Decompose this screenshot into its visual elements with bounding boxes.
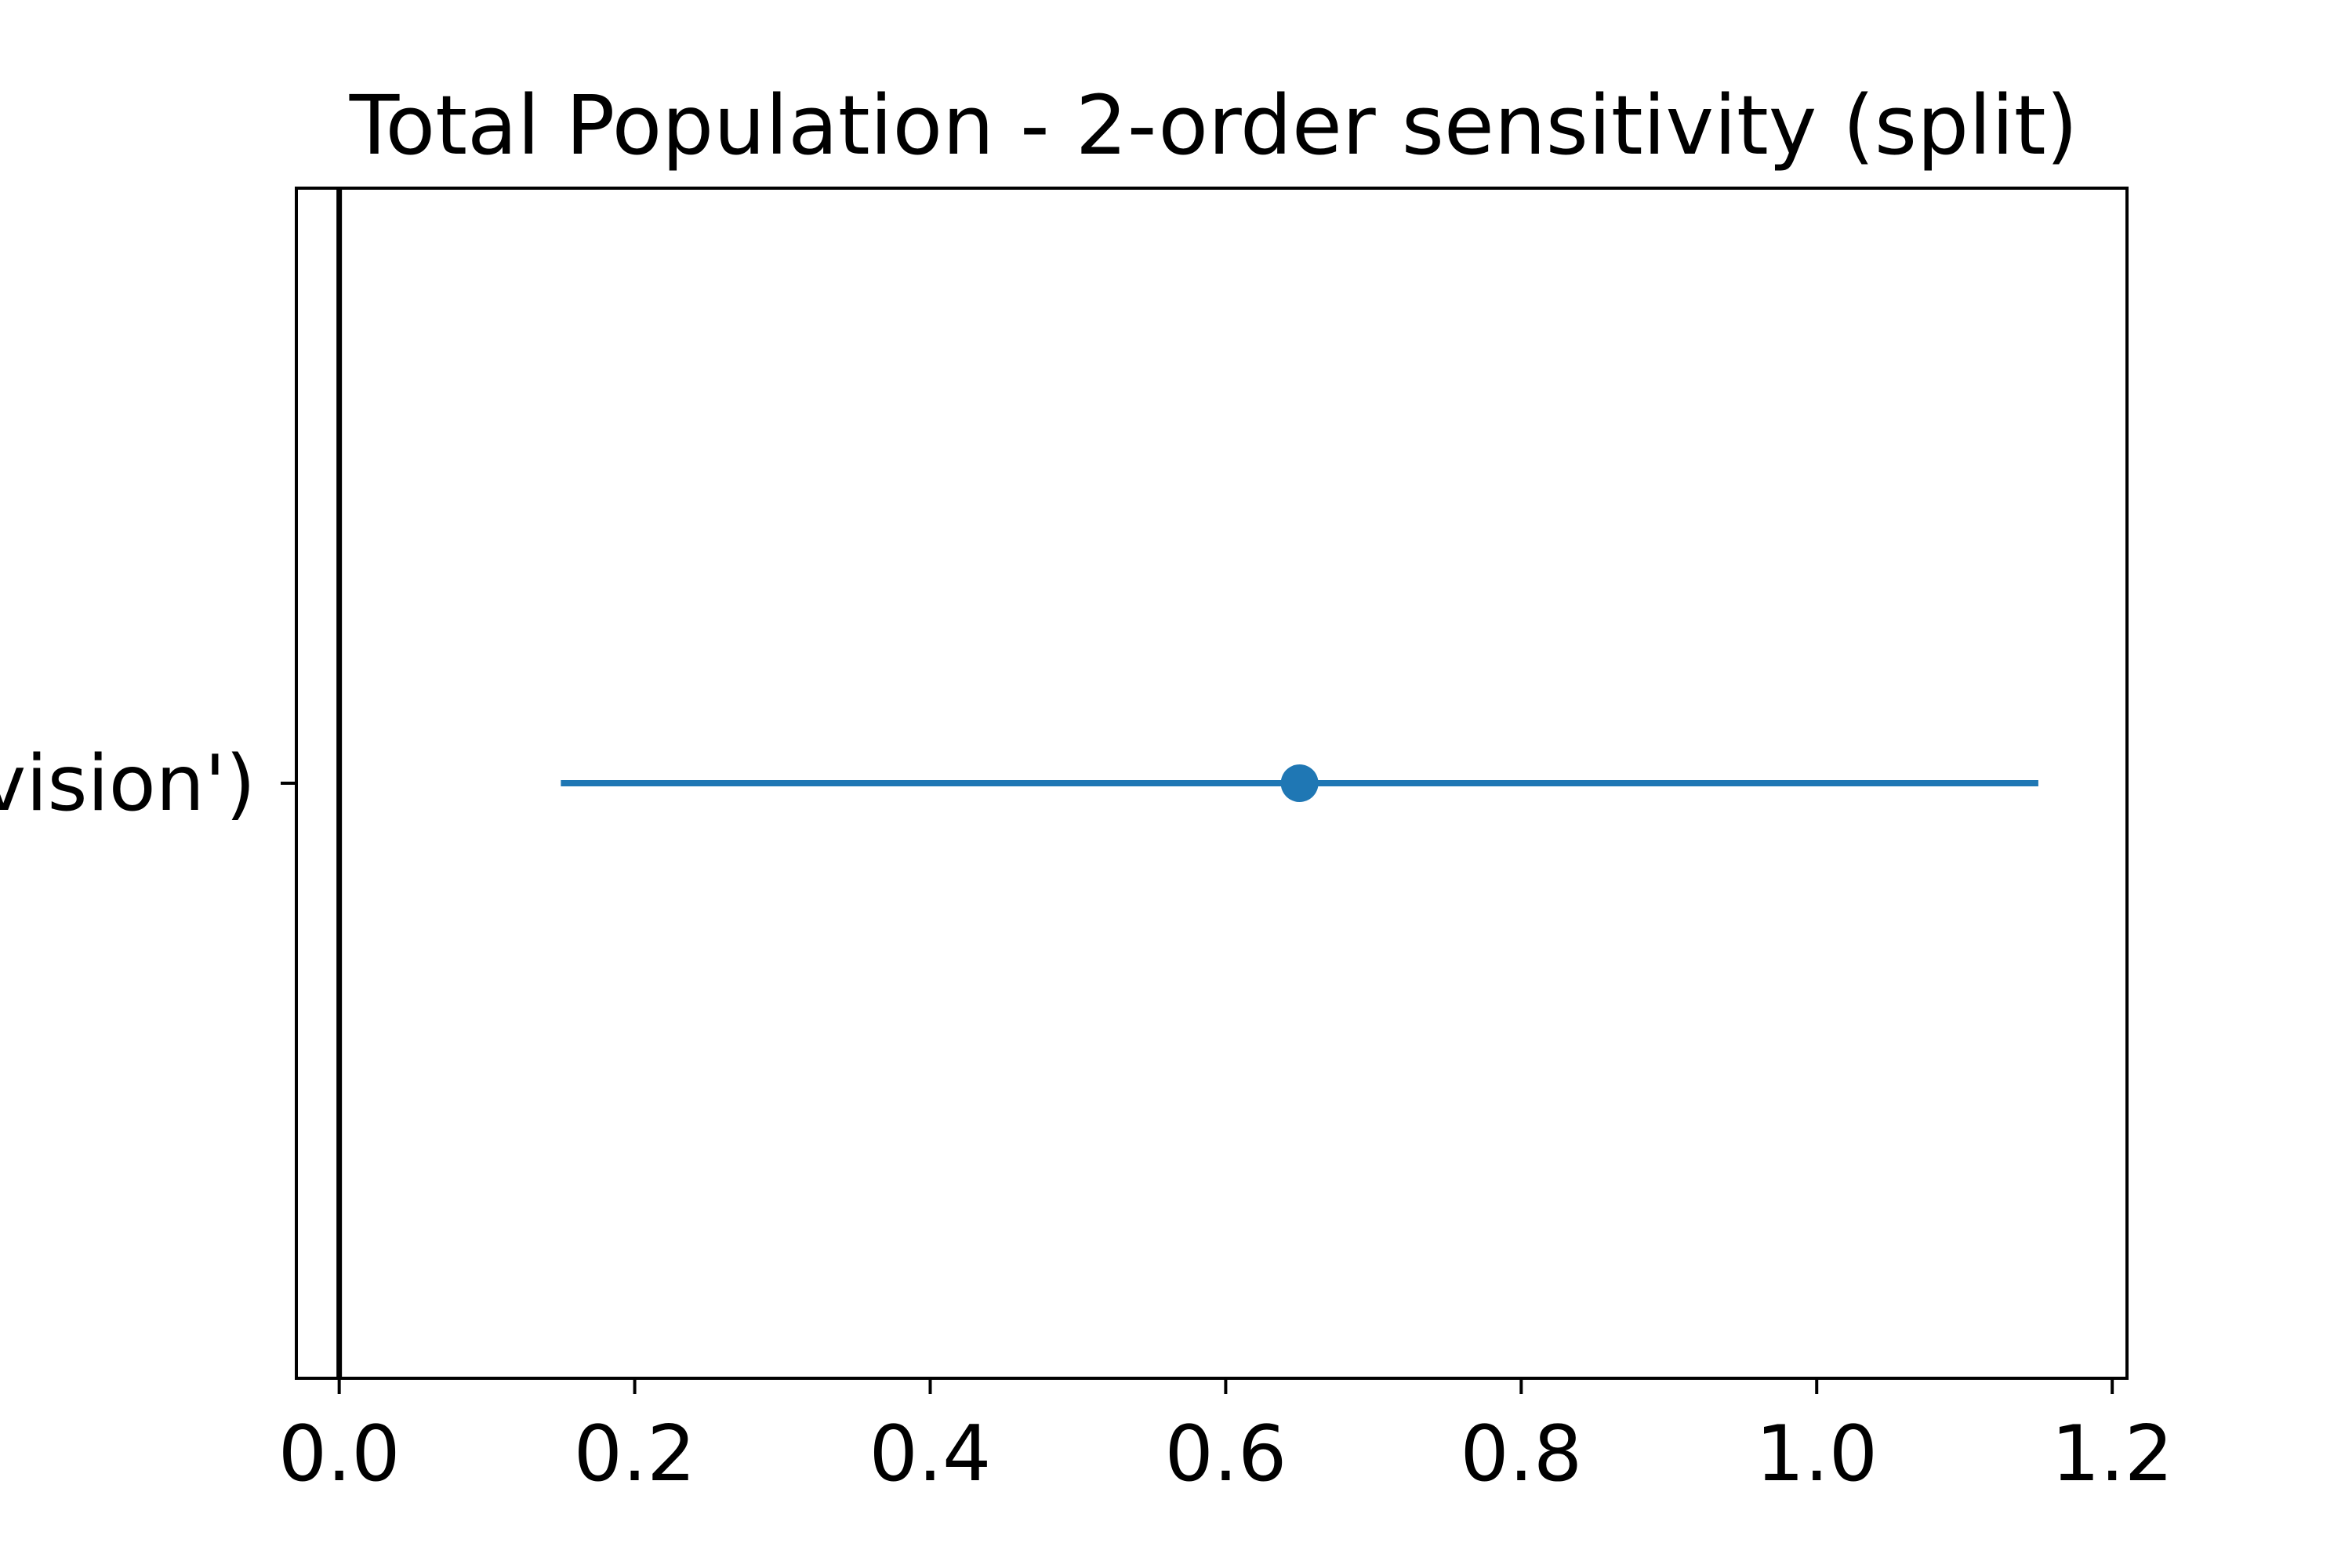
x-axis: 0.0 0.2 0.4 0.6 0.8 1.0 1.2	[278, 1378, 2173, 1499]
data-point	[1280, 764, 1319, 802]
chart-title: Total Population - 2-order sensitivity (…	[349, 78, 2078, 173]
y-tick-label: vision')	[0, 739, 256, 829]
x-tick-label: 0.4	[869, 1410, 992, 1499]
x-tick-label: 0.2	[574, 1410, 696, 1499]
x-tick-label: 1.2	[2051, 1410, 2173, 1499]
y-axis: vision')	[0, 739, 296, 829]
x-tick-label: 0.6	[1164, 1410, 1287, 1499]
plot-area	[336, 188, 2038, 1378]
x-tick-label: 0.8	[1460, 1410, 1582, 1499]
x-tick-label: 1.0	[1755, 1410, 1878, 1499]
x-tick-label: 0.0	[278, 1410, 401, 1499]
